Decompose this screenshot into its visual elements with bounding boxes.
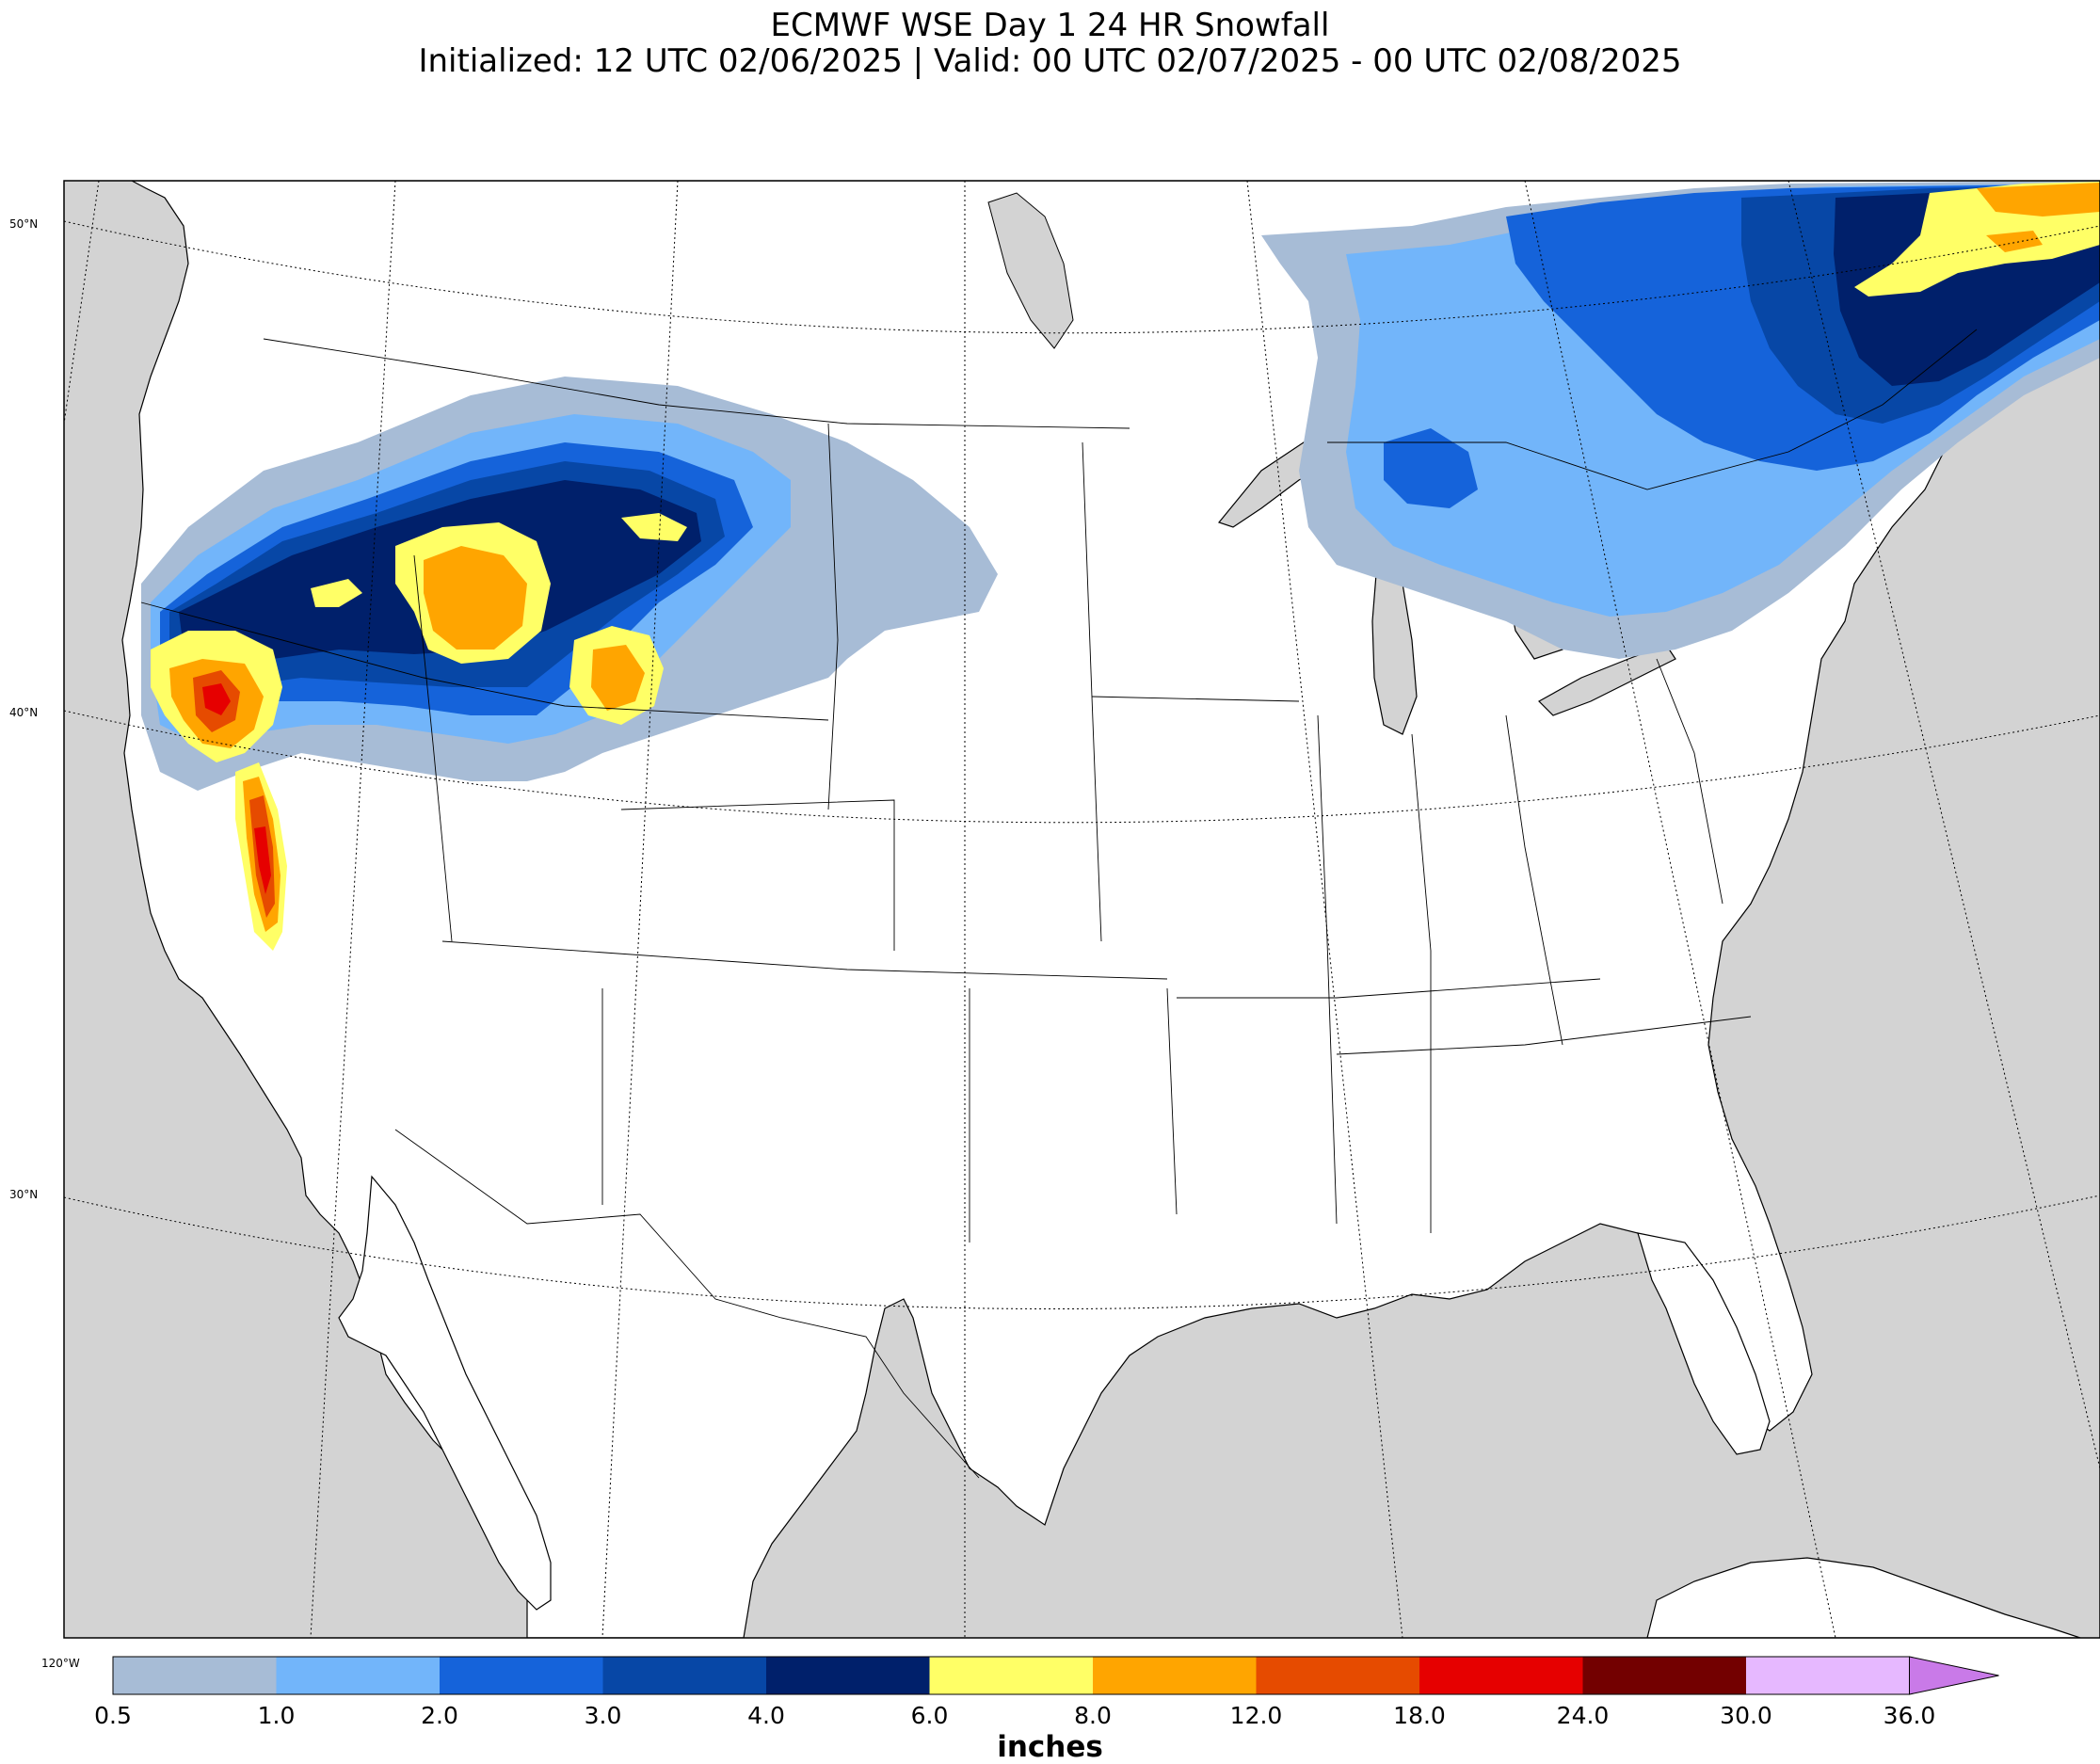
map-frame: [63, 180, 2100, 1639]
state-borders: [140, 329, 1978, 1479]
colorbar: [112, 1656, 1999, 1695]
colorbar-segment: [929, 1657, 1093, 1694]
lat-label-50: 50°N: [9, 217, 39, 231]
colorbar-segment: [276, 1657, 440, 1694]
cuba: [1646, 1557, 2081, 1638]
colorbar-tick-label: 24.0: [1556, 1702, 1610, 1729]
colorbar-segment: [1419, 1657, 1583, 1694]
lat-label-40: 40°N: [9, 706, 39, 719]
colorbar-tick-label: 8.0: [1074, 1702, 1112, 1729]
colorbar-tick-label: 18.0: [1393, 1702, 1446, 1729]
colorbar-outline: [112, 1656, 1910, 1695]
colorbar-label: inches: [997, 1730, 1103, 1764]
snowfall-shading: [141, 181, 2100, 951]
colorbar-segment: [602, 1657, 766, 1694]
colorbar-tick-label: 36.0: [1883, 1702, 1936, 1729]
baja-california: [338, 1175, 552, 1611]
colorbar-segment: [440, 1657, 603, 1694]
colorbar-tick-label: 12.0: [1229, 1702, 1283, 1729]
colorbar-extend-arrow: [1909, 1656, 1999, 1695]
colorbar-tick-label: 0.5: [94, 1702, 132, 1729]
colorbar-segment: [766, 1657, 930, 1694]
colorbar-tick-label: 4.0: [747, 1702, 785, 1729]
lake-michigan: [1371, 553, 1418, 735]
map-title: ECMWF WSE Day 1 24 HR Snowfall: [770, 7, 1330, 44]
colorbar-segment: [1256, 1657, 1419, 1694]
colorbar-segment: [113, 1657, 277, 1694]
lat-label-30: 30°N: [9, 1188, 39, 1201]
colorbar-segment: [1746, 1657, 1910, 1694]
colorbar-tick-label: 3.0: [584, 1702, 622, 1729]
lon-label-120: 120°W: [41, 1657, 80, 1670]
colorbar-tick-label: 2.0: [421, 1702, 458, 1729]
colorbar-segment: [1093, 1657, 1257, 1694]
colorbar-tick-label: 6.0: [910, 1702, 949, 1729]
lake-erie: [1538, 644, 1676, 716]
florida: [1637, 1232, 1771, 1455]
colorbar-tick-label: 30.0: [1720, 1702, 1772, 1729]
lat-lon-grid: [64, 181, 2100, 1638]
colorbar-tick-label: 1.0: [257, 1702, 296, 1729]
colorbar-segment: [1582, 1657, 1746, 1694]
northern-lakes: [987, 192, 1074, 349]
map-subtitle: Initialized: 12 UTC 02/06/2025 | Valid: …: [418, 42, 1682, 80]
